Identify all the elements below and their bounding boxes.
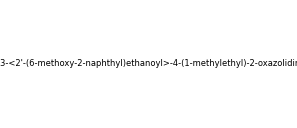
Text: (4S)-3-<2'-(6-methoxy-2-naphthyl)ethanoyl>-4-(1-methylethyl)-2-oxazolidinone: (4S)-3-<2'-(6-methoxy-2-naphthyl)ethanoy… <box>0 60 297 68</box>
